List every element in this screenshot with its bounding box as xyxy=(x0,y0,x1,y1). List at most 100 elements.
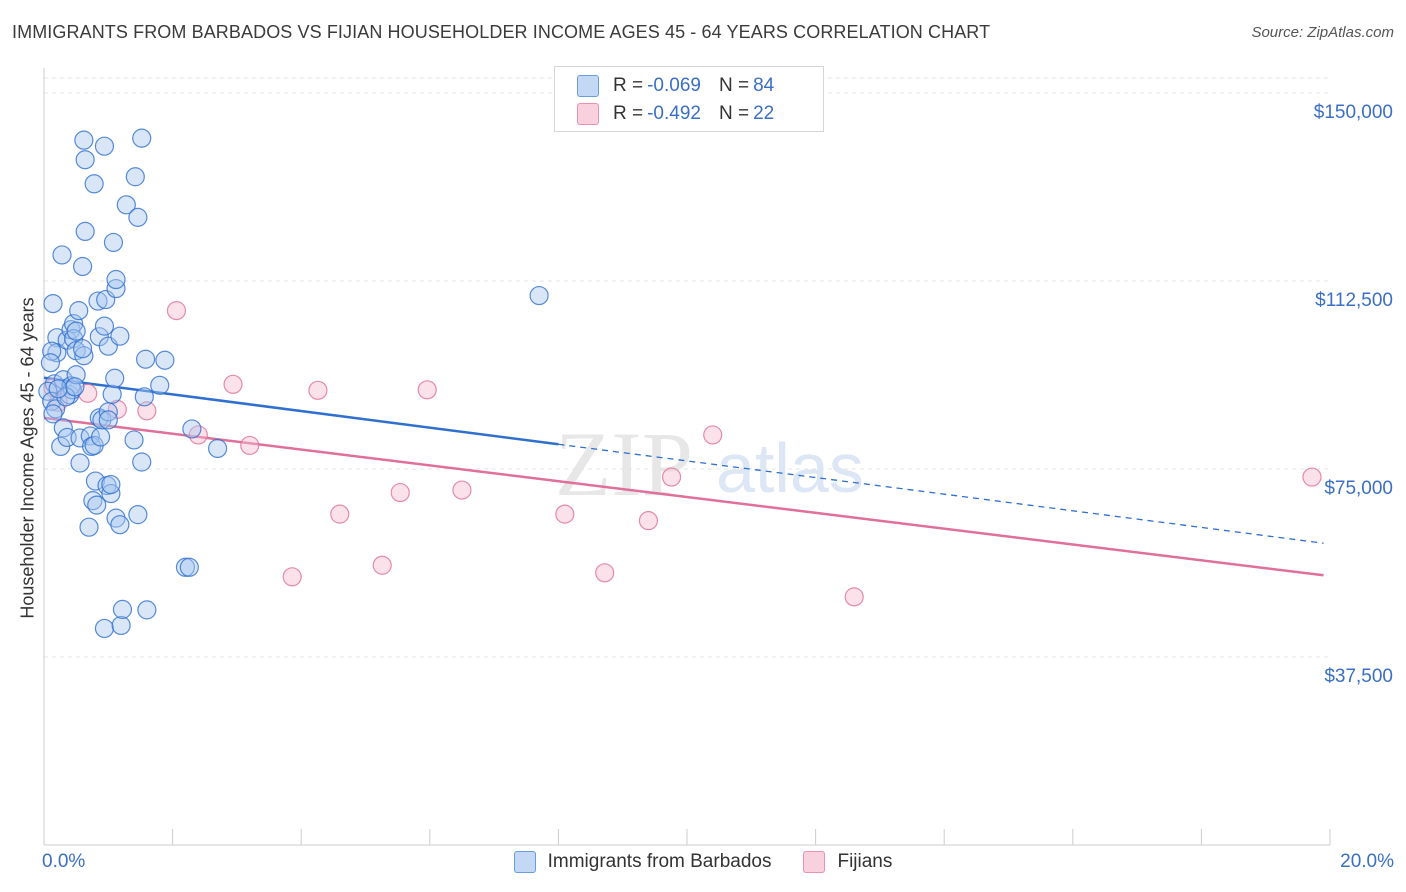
barbados-point xyxy=(179,557,199,577)
barbados-point xyxy=(84,174,104,194)
barbados-point xyxy=(43,404,63,424)
fijians-trendline xyxy=(43,416,1324,577)
legend-label-fijians: Fijians xyxy=(837,851,893,872)
barbados-point xyxy=(69,301,89,321)
fijians-point xyxy=(844,587,864,607)
n-value: 84 xyxy=(753,75,775,96)
fijians-legend-icon xyxy=(803,851,826,873)
y-tick-label: $150,000 xyxy=(1314,102,1393,123)
source-label: Source: ZipAtlas.com xyxy=(1251,24,1394,41)
barbados-point xyxy=(94,316,115,336)
barbados-point xyxy=(94,136,115,156)
y-tick-label: $112,500 xyxy=(1315,290,1393,311)
barbados-point xyxy=(65,377,85,397)
fijians-point xyxy=(390,482,410,503)
fijians-point xyxy=(703,425,723,445)
fijians-point xyxy=(452,480,472,500)
barbados-point xyxy=(137,600,157,620)
fijians-point xyxy=(661,467,682,487)
barbados-point xyxy=(94,618,115,639)
stats-row-fijians: R = -0.492 N = 22 xyxy=(577,101,778,127)
n-label: N = xyxy=(718,75,750,96)
fijians-point xyxy=(166,301,187,321)
barbados-trendline xyxy=(43,376,559,446)
n-value: 22 xyxy=(753,103,775,124)
fijians-point xyxy=(330,504,350,524)
barbados-point xyxy=(106,269,126,290)
barbados-point xyxy=(116,195,136,215)
r-label: R = xyxy=(613,75,644,96)
barbados-point xyxy=(53,418,73,438)
barbados-point xyxy=(101,474,121,495)
barbados-legend-icon xyxy=(513,851,536,873)
barbados-point xyxy=(102,384,122,404)
barbados-point xyxy=(79,517,99,537)
barbados-point xyxy=(72,256,93,277)
fijians-point xyxy=(417,380,437,400)
barbados-trendline-extension xyxy=(558,443,1324,544)
fijians-point xyxy=(223,374,243,394)
stats-row-barbados: R = -0.069 N = 84 xyxy=(577,73,778,99)
barbados-point xyxy=(124,430,144,450)
barbados-point xyxy=(70,453,90,473)
barbados-swatch-icon xyxy=(577,75,599,97)
fijians-point xyxy=(372,555,392,575)
barbados-point xyxy=(155,350,175,370)
barbados-point xyxy=(128,207,148,227)
barbados-point xyxy=(128,505,148,525)
barbados-point xyxy=(111,615,131,636)
barbados-point xyxy=(150,375,170,395)
legend-item-barbados: Immigrants from Barbados xyxy=(513,851,772,873)
barbados-point xyxy=(74,130,94,150)
x-tick-label-min: 0.0% xyxy=(42,851,86,872)
barbados-point xyxy=(132,452,152,472)
barbados-point xyxy=(43,293,63,314)
r-value: -0.069 xyxy=(647,75,701,96)
y-axis-label: Householder Income Ages 45 - 64 years xyxy=(17,297,38,619)
barbados-point xyxy=(92,410,112,430)
y-tick-label: $37,500 xyxy=(1324,666,1393,687)
barbados-point xyxy=(135,349,156,369)
barbados-point xyxy=(90,427,111,447)
series-legend: Immigrants from Barbados Fijians xyxy=(0,851,1406,873)
barbados-point xyxy=(529,285,549,306)
barbados-point xyxy=(182,419,202,439)
barbados-point xyxy=(103,232,124,253)
r-label: R = xyxy=(613,103,644,124)
fijians-point xyxy=(240,435,260,456)
fijians-point xyxy=(1302,467,1322,487)
barbados-point xyxy=(134,387,154,407)
barbados-point xyxy=(66,321,86,341)
barbados-point xyxy=(105,368,125,388)
fijians-swatch-icon xyxy=(577,103,599,125)
barbados-point xyxy=(125,167,145,187)
watermark-atlas: atlas xyxy=(716,429,864,507)
n-label: N = xyxy=(718,103,750,124)
chart-title: IMMIGRANTS FROM BARBADOS VS FIJIAN HOUSE… xyxy=(12,22,991,42)
barbados-point xyxy=(72,339,93,359)
barbados-point xyxy=(52,245,72,265)
fijians-point xyxy=(555,504,575,524)
barbados-point xyxy=(74,346,94,366)
r-value: -0.492 xyxy=(647,103,701,124)
barbados-point xyxy=(110,515,130,535)
watermark-zip: ZIP xyxy=(555,413,693,515)
x-tick-label-max: 20.0% xyxy=(1340,851,1394,872)
fijians-point xyxy=(595,563,615,583)
barbados-point xyxy=(208,438,228,459)
legend-item-fijians: Fijians xyxy=(803,851,892,873)
barbados-point xyxy=(110,326,130,346)
barbados-point xyxy=(98,410,118,430)
fijians-point xyxy=(282,567,302,587)
barbados-point xyxy=(85,471,106,491)
barbados-point xyxy=(75,221,95,241)
stats-legend: R = -0.069 N = 84 R = -0.492 N = 22 xyxy=(554,66,824,132)
barbados-point xyxy=(48,379,68,399)
y-tick-label: $75,000 xyxy=(1324,478,1393,499)
fijians-point xyxy=(638,511,659,531)
barbados-point xyxy=(40,353,61,373)
barbados-point xyxy=(112,599,133,619)
barbados-point xyxy=(132,128,152,148)
legend-label-barbados: Immigrants from Barbados xyxy=(547,851,772,872)
